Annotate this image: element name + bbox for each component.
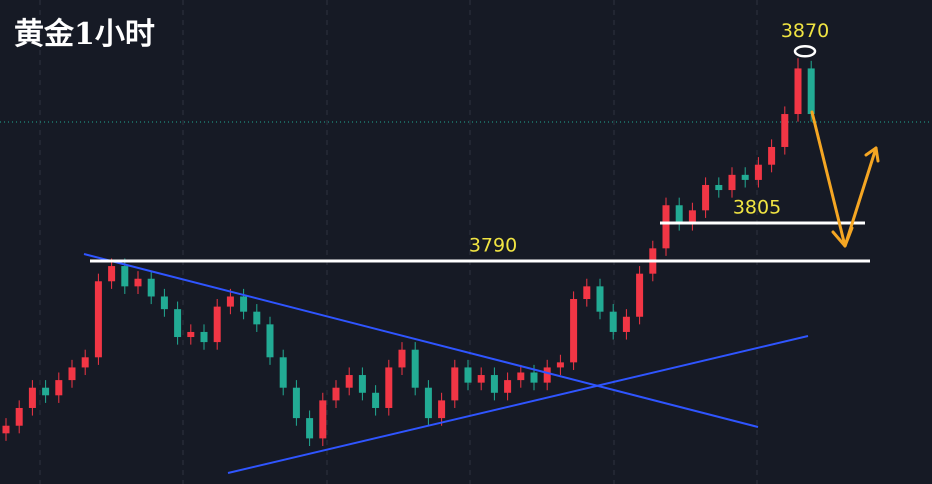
candle-body — [530, 372, 538, 383]
arrow-head — [831, 226, 854, 248]
candle-body — [372, 392, 380, 408]
candles — [2, 58, 815, 446]
candle-body — [15, 407, 23, 426]
candle-body — [398, 349, 406, 368]
candle-body — [187, 331, 195, 338]
candle-body — [636, 273, 644, 317]
trend-line — [227, 335, 809, 474]
candle-body — [134, 278, 142, 287]
candle-body — [728, 174, 736, 191]
trend-line — [83, 253, 759, 428]
candle-body — [174, 309, 182, 338]
candle-body — [94, 281, 102, 358]
candle-body — [226, 296, 234, 307]
candle-body — [543, 367, 551, 383]
candle-body — [451, 367, 459, 401]
candle-body — [781, 114, 789, 147]
candle-body — [807, 68, 815, 115]
candle-body — [147, 278, 155, 297]
candle-body — [385, 367, 393, 408]
candle-body — [28, 387, 36, 408]
candle-body — [266, 324, 274, 358]
grid — [39, 0, 758, 484]
candle-body — [358, 375, 366, 393]
candle-body — [306, 418, 314, 439]
candle-body — [68, 367, 76, 381]
candle-body — [279, 357, 287, 388]
candle-body — [570, 299, 578, 363]
peak-label: 3870 — [781, 20, 829, 42]
level-label: 3790 — [469, 235, 517, 257]
candle-body — [517, 372, 525, 381]
candle-body — [253, 311, 261, 325]
candle-body — [292, 387, 300, 419]
candle-body — [345, 375, 353, 388]
candle-body — [319, 400, 327, 439]
candle-body — [688, 210, 696, 223]
candle-body — [42, 387, 50, 396]
forecast-arrow — [810, 110, 880, 248]
candle-body — [160, 296, 168, 310]
candle-body — [411, 349, 419, 388]
level-label: 3805 — [733, 196, 781, 218]
candle-body — [715, 184, 723, 191]
chart-title: 黄金1小时 — [14, 17, 155, 52]
peak-marker — [793, 45, 817, 58]
candle-body — [556, 362, 564, 368]
candle-body — [622, 316, 630, 332]
candle-body — [596, 286, 604, 312]
candle-body — [438, 400, 446, 419]
candle-body — [504, 380, 512, 393]
candle-body — [464, 367, 472, 383]
candle-body — [240, 296, 248, 312]
candle-body — [609, 311, 617, 332]
candle-body — [424, 387, 432, 419]
candle-body — [741, 174, 749, 180]
candle-body — [754, 164, 762, 180]
candle-body — [702, 184, 710, 211]
candle-body — [121, 266, 129, 287]
candle-body — [662, 205, 670, 249]
candle-body — [583, 286, 591, 300]
candle-body — [490, 375, 498, 393]
candle-body — [675, 205, 683, 223]
levels: 3805 3790 3870 — [90, 20, 870, 263]
candle-body — [332, 387, 340, 401]
candle-body — [81, 357, 89, 368]
candle-body — [794, 68, 802, 115]
candle-body — [108, 266, 116, 282]
candle-body — [55, 380, 63, 396]
candle-body — [213, 306, 221, 343]
candle-body — [477, 375, 485, 383]
candle-body — [200, 331, 208, 343]
candle-body — [2, 425, 10, 434]
candle-body — [768, 146, 776, 165]
arrow-head — [864, 146, 880, 163]
